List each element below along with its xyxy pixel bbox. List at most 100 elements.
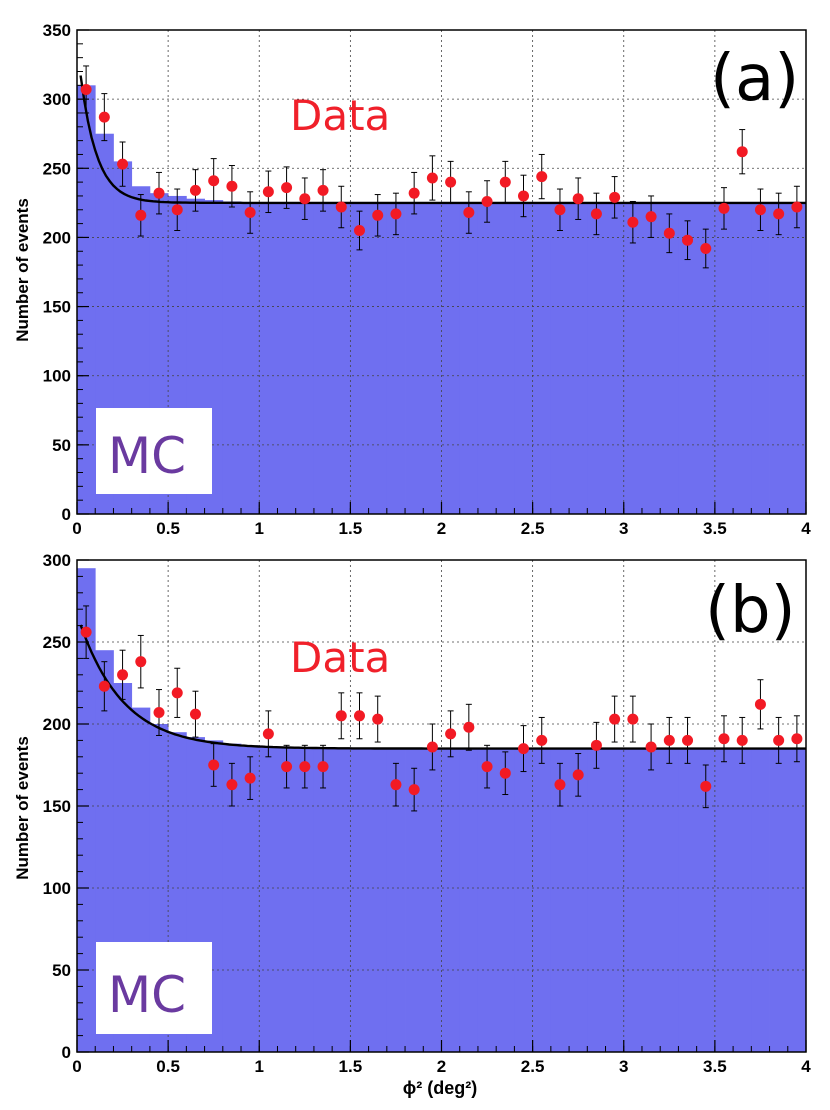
data-point-a <box>736 146 748 158</box>
mc-bar-a <box>295 202 315 514</box>
mc-bar-b <box>569 748 588 1052</box>
data-point-a <box>117 158 129 170</box>
data-point-a <box>590 208 602 220</box>
mc-bar-b <box>423 748 442 1052</box>
x-tick-label-a: 3 <box>619 519 628 538</box>
data-point-b <box>299 761 311 773</box>
data-point-a <box>226 180 238 192</box>
mc-bar-b <box>514 748 534 1052</box>
x-tick-label-b: 4 <box>801 1057 811 1076</box>
data-point-a <box>445 176 457 188</box>
mc-bar-a <box>277 202 297 514</box>
mc-bar-b <box>405 748 424 1052</box>
mc-bar-a <box>496 202 515 514</box>
data-point-b <box>117 669 129 681</box>
mc-bar-a <box>459 202 479 514</box>
data-point-b <box>372 713 384 725</box>
data-point-a <box>627 216 639 228</box>
x-axis-label: ϕ² (deg²) <box>403 1078 477 1098</box>
y-tick-label-a: 350 <box>43 21 71 40</box>
data-point-a <box>700 242 712 254</box>
data-point-b <box>791 733 803 745</box>
data-point-b <box>518 743 530 755</box>
data-point-a <box>609 191 621 203</box>
mc-bar-b <box>641 748 661 1052</box>
data-point-a <box>153 187 165 199</box>
data-point-b <box>572 769 584 781</box>
data-point-b <box>281 761 293 773</box>
mc-bar-b <box>696 748 716 1052</box>
mc-bar-a <box>368 202 388 514</box>
y-tick-label-a: 200 <box>43 228 71 247</box>
y-tick-label-a: 150 <box>43 298 71 317</box>
mc-legend-label-b: MC <box>108 966 186 1024</box>
data-point-a <box>135 209 147 221</box>
data-point-a <box>663 227 675 239</box>
data-point-b <box>499 767 511 779</box>
data-point-b <box>463 721 475 733</box>
data-point-b <box>390 779 402 791</box>
mc-bar-b <box>241 745 260 1052</box>
mc-bar-a <box>678 202 698 514</box>
data-point-b <box>262 728 274 740</box>
data-point-a <box>189 184 201 196</box>
x-tick-label-a: 1.5 <box>339 519 363 538</box>
y-tick-label-b: 50 <box>52 961 71 980</box>
data-point-a <box>463 207 475 219</box>
mc-bar-a <box>532 202 552 514</box>
data-point-b <box>736 734 748 746</box>
y-axis-label-b: Number of events <box>13 736 32 880</box>
mc-bar-b <box>277 746 297 1052</box>
data-legend-label-b: Data <box>290 633 390 682</box>
mc-bar-b <box>623 748 643 1052</box>
panel-b: 0 0.5 1 1.5 2 2.5 3 3.5 4 0 50 100 150 200 250 300 Num… <box>13 551 811 1098</box>
data-point-a <box>499 176 511 188</box>
data-point-a <box>408 187 420 199</box>
mc-bar-b <box>714 748 734 1052</box>
x-tick-label-b: 1.5 <box>339 1057 363 1076</box>
data-point-b <box>590 739 602 751</box>
data-point-b <box>663 734 675 746</box>
data-point-b <box>481 761 493 773</box>
data-legend-label-a: Data <box>290 91 390 140</box>
data-point-b <box>536 734 548 746</box>
mc-bar-a <box>259 202 278 514</box>
y-tick-label-b: 150 <box>43 797 71 816</box>
mc-bar-a <box>733 202 752 514</box>
y-tick-label-b: 300 <box>43 551 71 570</box>
mc-bar-a <box>660 202 679 514</box>
mc-bar-b <box>751 748 770 1052</box>
data-point-a <box>481 195 493 207</box>
mc-bar-b <box>459 748 479 1052</box>
panel-label-b: (b) <box>705 574 796 648</box>
mc-label-box-b <box>96 942 212 1034</box>
mc-bar-b <box>77 568 96 1052</box>
data-point-b <box>244 772 256 784</box>
data-point-b <box>408 784 420 796</box>
data-point-a <box>317 184 329 196</box>
y-tick-label-b: 200 <box>43 715 71 734</box>
data-point-a <box>244 207 256 219</box>
data-point-b <box>445 728 457 740</box>
data-point-a <box>518 190 530 202</box>
mc-bar-b <box>787 748 807 1052</box>
mc-bar-b <box>496 748 515 1052</box>
mc-bar-b <box>350 748 369 1052</box>
mc-bar-a <box>623 202 643 514</box>
data-point-a <box>98 111 110 123</box>
x-tick-label-b: 1 <box>255 1057 264 1076</box>
mc-bar-a <box>350 202 369 514</box>
mc-bar-b <box>222 743 242 1052</box>
y-tick-label-a: 0 <box>62 505 71 524</box>
data-point-a <box>773 208 785 220</box>
mc-legend-label-a: MC <box>108 427 186 485</box>
y-tick-label-a: 250 <box>43 159 71 178</box>
data-point-a <box>208 175 220 187</box>
mc-bar-a <box>77 85 96 515</box>
x-tick-label-a: 2.5 <box>521 519 545 538</box>
mc-bar-b <box>368 748 388 1052</box>
x-tick-label-a: 4 <box>801 519 811 538</box>
mc-bar-b <box>678 748 698 1052</box>
y-axis-label-a: Number of events <box>13 198 32 342</box>
data-point-b <box>353 710 365 722</box>
